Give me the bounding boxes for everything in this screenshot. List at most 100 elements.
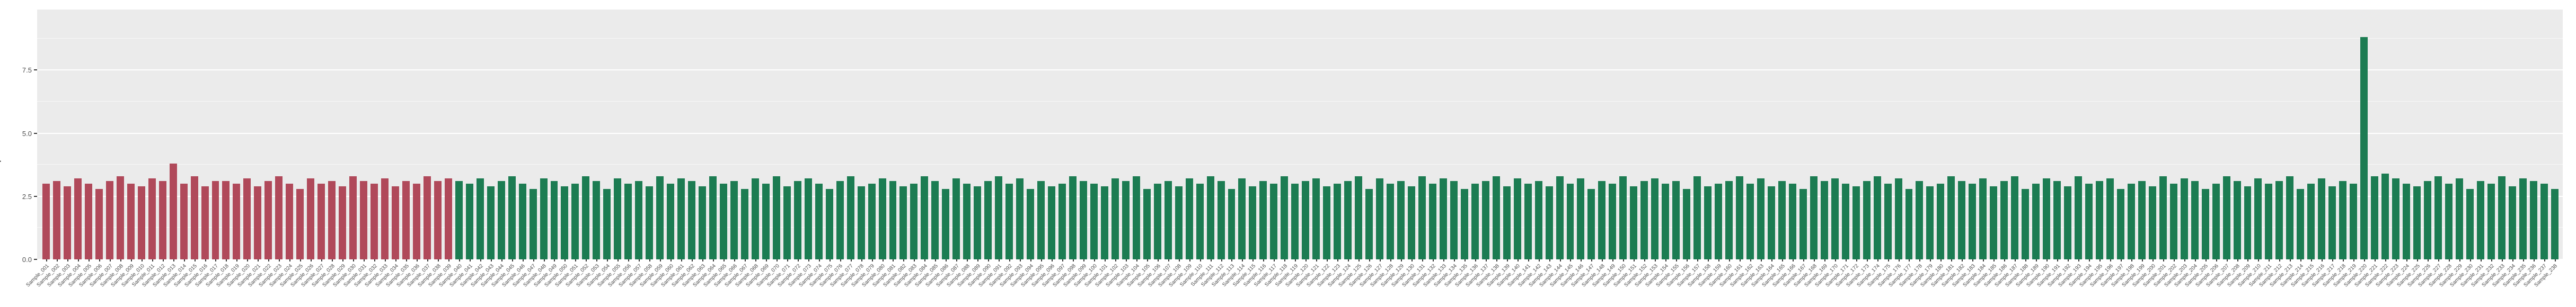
bar: [1259, 181, 1267, 259]
bar: [1492, 176, 1500, 259]
x-tick: Sample_037: [406, 259, 431, 306]
bar: [1418, 176, 1426, 259]
bar: [1905, 188, 1913, 259]
x-tick: Sample_103: [1105, 259, 1130, 306]
x-tick: Sample_055: [597, 259, 622, 306]
bar: [815, 183, 823, 259]
x-tick: Sample_118: [1264, 259, 1289, 306]
major-gridline: [37, 259, 2563, 260]
bar: [646, 186, 654, 259]
bar: [677, 178, 685, 259]
x-tick: Sample_173: [1846, 259, 1871, 306]
bar: [614, 178, 622, 259]
bar: [423, 176, 431, 259]
bar: [275, 176, 283, 259]
bar: [1715, 183, 1723, 259]
x-tick: Sample_161: [1718, 259, 1744, 306]
bar: [1767, 186, 1775, 259]
bar: [497, 181, 505, 259]
x-tick: Sample_128: [1369, 259, 1395, 306]
bar: [1291, 183, 1299, 259]
x-tick: Sample_045: [491, 259, 516, 306]
bar: [2275, 181, 2283, 259]
x-tick: Sample_007: [89, 259, 114, 306]
x-tick: Sample_143: [1528, 259, 1553, 306]
bar: [1460, 188, 1468, 259]
bar: [561, 186, 569, 259]
bar: [1704, 186, 1712, 259]
x-tick: Sample_101: [1083, 259, 1109, 306]
bar: [1640, 181, 1648, 259]
x-tick: Sample_032: [353, 259, 378, 306]
bar: [2127, 183, 2135, 259]
bar: [476, 178, 484, 259]
x-tick: Sample_047: [512, 259, 537, 306]
bars-container: [37, 10, 2563, 259]
bar: [1757, 178, 1765, 259]
x-tick: Sample_102: [1094, 259, 1119, 306]
bar: [2371, 176, 2379, 259]
x-tick: Sample_106: [1136, 259, 1161, 306]
x-tick: Sample_156: [1665, 259, 1691, 306]
bar: [720, 183, 727, 259]
x-tick: Sample_157: [1676, 259, 1701, 306]
x-tick: Sample_194: [2068, 259, 2093, 306]
x-tick: Sample_192: [2046, 259, 2072, 306]
x-tick: Sample_147: [1571, 259, 1595, 306]
x-tick: Sample_053: [576, 259, 601, 306]
bar: [391, 186, 399, 259]
bar: [95, 188, 103, 259]
bar: [2381, 173, 2389, 259]
x-tick: Sample_227: [2417, 259, 2442, 306]
x-tick: Sample_022: [248, 259, 272, 306]
bar: [1556, 176, 1564, 259]
x-tick: Sample_127: [1358, 259, 1384, 306]
x-tick: Sample_041: [448, 259, 474, 306]
bar: [2487, 183, 2495, 259]
x-tick: Sample_162: [1729, 259, 1754, 306]
x-tick: Sample_207: [2206, 259, 2230, 306]
x-tick: Sample_023: [258, 259, 283, 306]
y-tick-mark: [34, 259, 37, 260]
x-tick: Sample_201: [2142, 259, 2167, 306]
bar: [1196, 183, 1204, 259]
bar: [1249, 186, 1257, 259]
bar: [74, 178, 82, 259]
bar: [1725, 181, 1733, 259]
x-tick: Sample_075: [808, 259, 833, 306]
x-tick: Sample_097: [1041, 259, 1066, 306]
x-tick: Sample_121: [1295, 259, 1320, 306]
x-tick: Sample_177: [1888, 259, 1913, 306]
bar: [1090, 183, 1098, 259]
x-tick: Sample_098: [1052, 259, 1077, 306]
bar: [1048, 186, 1055, 259]
x-tick: Sample_215: [2290, 259, 2315, 306]
x-tick: Sample_099: [1062, 259, 1088, 306]
bar: [1481, 181, 1489, 259]
bar: [2498, 176, 2506, 259]
bar: [2551, 188, 2559, 259]
x-tick: Sample_049: [533, 259, 558, 306]
bar: [1450, 181, 1458, 259]
x-tick: Sample_111: [1190, 259, 1214, 306]
bar: [910, 183, 918, 259]
x-tick: Sample_210: [2237, 259, 2262, 306]
bar: [889, 181, 897, 259]
bar: [1164, 181, 1172, 259]
x-tick: Sample_050: [544, 259, 569, 306]
x-tick: Sample_191: [2036, 259, 2061, 306]
x-tick: Sample_238: [2534, 259, 2559, 306]
x-tick: Sample_084: [904, 259, 929, 306]
x-tick: Sample_066: [713, 259, 738, 306]
major-gridline: [37, 195, 2563, 197]
bar: [1281, 176, 1289, 259]
x-tick: Sample_208: [2216, 259, 2241, 306]
x-tick: Sample_168: [1793, 259, 1818, 306]
x-tick: Sample_236: [2512, 259, 2537, 306]
x-tick: Sample_195: [2078, 259, 2104, 306]
bar: [1693, 176, 1701, 259]
x-tick: Sample_061: [660, 259, 685, 306]
bar: [571, 183, 579, 259]
bar: [974, 186, 982, 259]
x-tick: Sample_134: [1433, 259, 1458, 306]
